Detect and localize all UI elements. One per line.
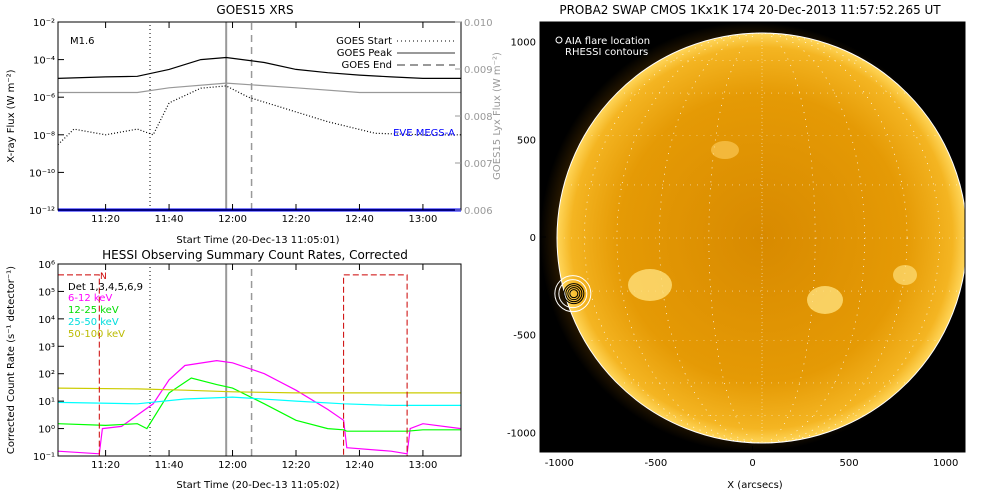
y-tick-label: -1000 — [507, 428, 536, 439]
legend-rhessi-swatch — [555, 47, 563, 55]
y-tick-label: 10³ — [38, 342, 55, 353]
goes-flare-class: M1.6 — [70, 36, 95, 47]
series-goes_short — [57, 85, 461, 146]
longitude-line — [708, 32, 816, 444]
x-tick-label: 12:00 — [218, 460, 247, 471]
hessi-legend-50-100: 50-100 keV — [68, 329, 125, 340]
x-tick-label: -500 — [645, 458, 668, 469]
goes-legend-peak: GOES Peak — [337, 48, 392, 59]
rhessi-contours — [554, 275, 592, 313]
x-tick-label: 500 — [840, 458, 859, 469]
goes-title: GOES15 XRS — [216, 3, 293, 17]
x-tick-label: 11:40 — [155, 214, 184, 225]
y-tick-label: 10⁻⁸ — [33, 131, 55, 142]
y-tick-label: 10¹ — [38, 397, 55, 408]
x-tick-label: 11:20 — [91, 460, 120, 471]
hessi-legend-12-25: 12-25 keV — [68, 305, 119, 316]
rhessi-contour — [565, 285, 583, 303]
active-region — [807, 286, 843, 314]
hessi-title: HESSI Observing Summary Count Rates, Cor… — [102, 248, 408, 262]
swap-image — [540, 22, 965, 452]
y-tick-label: 10⁻⁴ — [33, 56, 55, 67]
x-tick-label: 1000 — [933, 458, 958, 469]
y-tick-label: 10⁵ — [38, 287, 55, 298]
heliographic-grid — [557, 32, 965, 444]
y2-tick-label: 0.006 — [464, 206, 493, 217]
hessi-attenuator-flag: N — [100, 272, 107, 282]
x-tick-label: 13:00 — [409, 460, 438, 471]
series-attenuator — [58, 274, 408, 457]
x-tick-label: 0 — [749, 458, 755, 469]
goes-plot-area — [57, 22, 461, 212]
y-tick-label: 10⁻⁶ — [33, 93, 55, 104]
goes-xlabel: Start Time (20-Dec-13 11:05:01) — [176, 235, 339, 246]
eve-label: EVE MEGS-A — [393, 128, 455, 139]
series-hessi_12_25 — [57, 377, 461, 432]
aia-flare-location — [558, 279, 588, 309]
y-tick-label: 10⁻² — [33, 18, 55, 29]
legend-aia-swatch — [555, 36, 563, 44]
longitude-line — [616, 32, 908, 444]
series-goes_lya — [58, 82, 461, 94]
goes-ylabel-right: GOES15 Lyx Flux (W m⁻²) — [492, 52, 503, 180]
hessi-panel: HESSI Observing Summary Count Rates, Cor… — [6, 248, 462, 491]
x-tick-label: 12:20 — [282, 214, 311, 225]
series-hessi_25_50 — [57, 396, 461, 406]
y-tick-label: 10⁰ — [38, 425, 55, 436]
aia-flare-location — [554, 275, 592, 313]
y2-tick-label: 0.008 — [464, 112, 493, 123]
y-tick-label: 10⁻¹² — [29, 206, 55, 217]
y-tick-label: 10² — [38, 370, 55, 381]
goes-legend-start: GOES Start — [336, 36, 392, 47]
hessi-plot-area — [57, 264, 462, 457]
y-tick-label: -500 — [513, 331, 536, 342]
rhessi-contour — [567, 287, 581, 301]
x-tick-label: 13:00 — [409, 214, 438, 225]
series-hessi_50_100 — [57, 387, 461, 394]
x-tick-label: 12:40 — [345, 460, 374, 471]
hessi-legend-det: Det 1,3,4,5,6,9 — [68, 282, 143, 293]
y2-tick-label: 0.010 — [464, 18, 493, 29]
x-tick-label: -1000 — [545, 458, 574, 469]
rhessi-contour — [569, 289, 579, 299]
y-tick-label: 10⁻¹ — [33, 452, 55, 463]
hessi-legend-6-12: 6-12 keV — [68, 293, 112, 304]
y2-tick-label: 0.009 — [464, 65, 493, 76]
active-region — [628, 269, 672, 301]
sun-disk — [557, 33, 965, 443]
goes-frame — [57, 21, 462, 211]
hessi-xlabel: Start Time (20-Dec-13 11:05:02) — [176, 480, 339, 491]
active-region — [711, 141, 739, 159]
y-tick-label: 10⁶ — [38, 260, 55, 271]
rhessi-contour — [563, 283, 585, 305]
swap-xlabel: X (arcsecs) — [727, 480, 783, 491]
swap-panel: PROBA2 SWAP CMOS 1Kx1K 174 20-Dec-2013 1… — [539, 3, 966, 491]
series-hessi_6_12 — [57, 359, 462, 455]
legend-rhessi-contours: RHESSI contours — [565, 47, 648, 58]
x-tick-label: 11:40 — [155, 460, 184, 471]
x-tick-label: 12:40 — [345, 214, 374, 225]
goes-legend-end: GOES End — [342, 60, 392, 71]
y-tick-label: 10⁻¹⁰ — [29, 168, 55, 179]
goes-panel: GOES15 XRS M1.6 GOES Start GOES Peak GOE… — [6, 3, 503, 246]
y-tick-label: 10⁴ — [38, 315, 55, 326]
legend-aia-flare-location: AIA flare location — [565, 36, 650, 47]
series-goes_long — [57, 56, 461, 80]
hessi-legend-25-50: 25-50 keV — [68, 317, 119, 328]
y-tick-label: 0 — [530, 233, 536, 244]
swap-title: PROBA2 SWAP CMOS 1Kx1K 174 20-Dec-2013 1… — [559, 3, 941, 17]
goes-ylabel: X-ray Flux (W m⁻²) — [6, 69, 17, 162]
hessi-frame — [57, 263, 462, 457]
x-tick-label: 12:00 — [218, 214, 247, 225]
x-tick-label: 12:20 — [282, 460, 311, 471]
y-tick-label: 500 — [517, 135, 536, 146]
active-region — [893, 265, 917, 285]
x-tick-label: 11:20 — [91, 214, 120, 225]
axes-layer: 11:20 11:40 12:00 12:20 12:40 13:00 10⁻¹² 10⁻¹⁰… — [29, 18, 958, 471]
hessi-ylabel: Corrected Count Rate (s⁻¹ detector⁻¹) — [6, 266, 17, 454]
y-tick-label: 1000 — [511, 38, 536, 49]
y2-tick-label: 0.007 — [464, 159, 493, 170]
